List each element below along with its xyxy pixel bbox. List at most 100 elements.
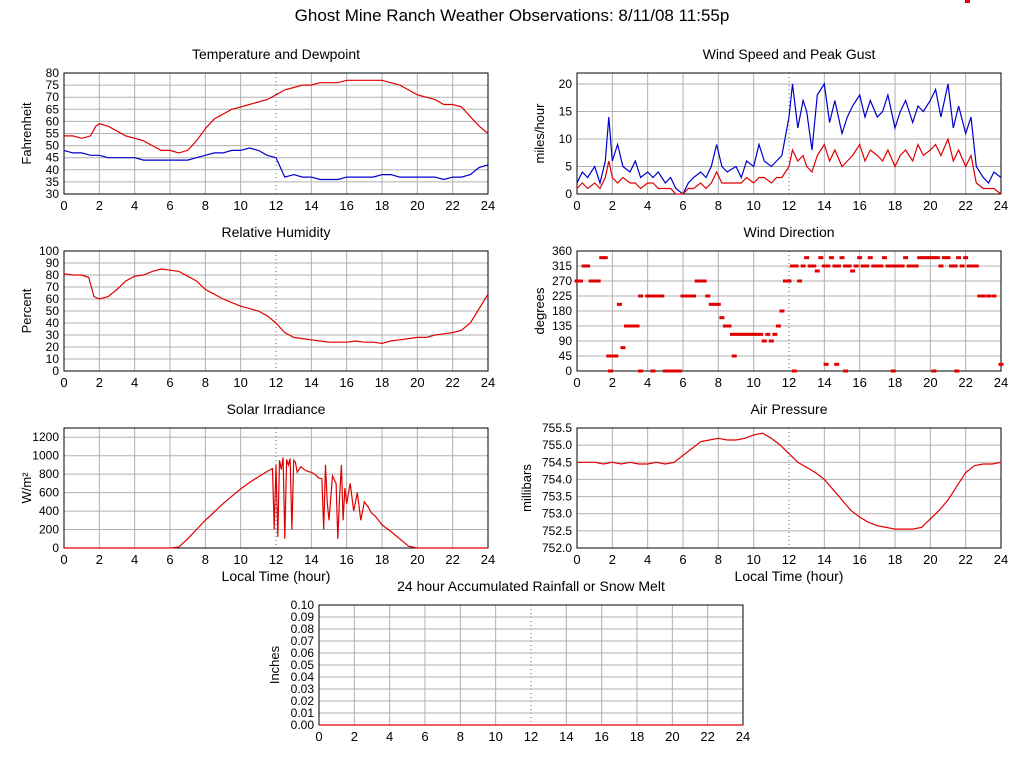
wdir-ytick-label: 180 — [552, 304, 572, 318]
rh-xtick-label: 22 — [445, 375, 459, 390]
rain-xtick-label: 10 — [488, 729, 502, 744]
wdir-point — [729, 332, 735, 336]
wdir-point — [938, 264, 944, 268]
wind-xtick-label: 10 — [746, 198, 760, 213]
wdir-point — [973, 264, 979, 268]
wind-xtick-label: 8 — [715, 198, 722, 213]
rh-xtick-label: 0 — [60, 375, 67, 390]
wdir-point — [797, 279, 803, 283]
press-frame — [576, 427, 1002, 549]
wdir-point — [761, 339, 767, 343]
wdir-xtick-label: 18 — [888, 375, 902, 390]
wdir-point — [917, 256, 923, 260]
wdir-xtick-label: 14 — [817, 375, 831, 390]
wdir-xtick-label: 12 — [782, 375, 796, 390]
wdir-point — [934, 256, 940, 260]
rain-xtick-label: 6 — [421, 729, 428, 744]
press-ylabel: millibars — [519, 464, 534, 512]
solar-ytick-label: 600 — [39, 486, 59, 500]
wdir-point — [701, 279, 707, 283]
temp-ytick-label: 45 — [46, 151, 60, 165]
press-ytick-label: 754.5 — [542, 455, 572, 469]
rain-ytick-label: 0.01 — [291, 706, 315, 720]
wdir-point — [666, 369, 672, 373]
rh-ytick-label: 60 — [46, 292, 60, 306]
rh-xtick-label: 14 — [304, 375, 318, 390]
temp-xtick-label: 4 — [131, 198, 138, 213]
temp-ytick-label: 50 — [46, 139, 60, 153]
wdir-point — [737, 332, 743, 336]
solar-series-0-line — [64, 457, 488, 549]
wdir-point — [744, 332, 750, 336]
rain-ytick-label: 0.09 — [291, 610, 315, 624]
solar-xtick-label: 12 — [269, 552, 283, 567]
wdir-point — [832, 264, 838, 268]
press-ytick-label: 752.5 — [542, 524, 572, 538]
press-xtick-label: 0 — [573, 552, 580, 567]
wdir-point — [595, 279, 601, 283]
wdir-frame — [576, 250, 1002, 372]
rain-xtick-label: 16 — [594, 729, 608, 744]
wdir-point — [613, 354, 619, 358]
wind-series-1-line — [576, 137, 1002, 195]
wdir-point — [843, 264, 849, 268]
rain-title: 24 hour Accumulated Rainfall or Snow Mel… — [397, 578, 665, 594]
solar-title: Solar Irradiance — [227, 401, 326, 417]
wind-xtick-label: 14 — [817, 198, 831, 213]
rh-xtick-label: 16 — [339, 375, 353, 390]
wind-xtick-label: 18 — [888, 198, 902, 213]
wdir-point — [839, 256, 845, 260]
wdir-point — [954, 369, 960, 373]
temp-xtick-label: 8 — [202, 198, 209, 213]
wind-xtick-label: 20 — [923, 198, 937, 213]
rain-ylabel: Inches — [267, 645, 282, 684]
wind-ytick-label: 15 — [559, 105, 573, 119]
wdir-point — [791, 369, 797, 373]
temp-xtick-label: 24 — [481, 198, 495, 213]
temp-xtick-label: 20 — [410, 198, 424, 213]
solar-xtick-label: 2 — [96, 552, 103, 567]
rh-xtick-label: 2 — [96, 375, 103, 390]
wdir-point — [733, 332, 739, 336]
rh-ytick-label: 40 — [46, 316, 60, 330]
wdir-point — [825, 264, 831, 268]
rain-xtick-label: 12 — [524, 729, 538, 744]
wdir-point — [970, 264, 976, 268]
solar-ytick-label: 0 — [52, 541, 59, 555]
wdir-point — [708, 302, 714, 306]
solar-xtick-label: 18 — [375, 552, 389, 567]
wind-ytick-label: 10 — [559, 132, 573, 146]
wdir-point — [821, 264, 827, 268]
rh-ytick-label: 30 — [46, 328, 60, 342]
wdir-point — [623, 324, 629, 328]
wdir-point — [888, 264, 894, 268]
wdir-point — [659, 294, 665, 298]
solar-xtick-label: 16 — [339, 552, 353, 567]
wdir-point — [722, 324, 728, 328]
wdir-point — [959, 264, 965, 268]
solar-ytick-label: 800 — [39, 467, 59, 481]
rh-ytick-label: 90 — [46, 256, 60, 270]
wdir-xtick-label: 20 — [923, 375, 937, 390]
press-ytick-label: 753.0 — [542, 507, 572, 521]
solar-ytick-label: 1000 — [32, 449, 59, 463]
wdir-point — [680, 294, 686, 298]
wdir-point — [599, 256, 605, 260]
solar-ylabel: W/m² — [19, 472, 34, 504]
wdir-point — [949, 264, 955, 268]
wdir-point — [655, 294, 661, 298]
rh-ytick-label: 80 — [46, 268, 60, 282]
wdir-point — [853, 264, 859, 268]
wdir-point — [867, 256, 873, 260]
temp-ytick-label: 55 — [46, 127, 60, 141]
rain-xtick-label: 0 — [315, 729, 322, 744]
wind-ytick-label: 5 — [565, 160, 572, 174]
rain-ytick-label: 0.02 — [291, 694, 315, 708]
rain-xtick-label: 14 — [559, 729, 573, 744]
wdir-point — [818, 256, 824, 260]
solar-xtick-label: 14 — [304, 552, 318, 567]
wdir-point — [793, 264, 799, 268]
temp-ytick-label: 75 — [46, 78, 60, 92]
